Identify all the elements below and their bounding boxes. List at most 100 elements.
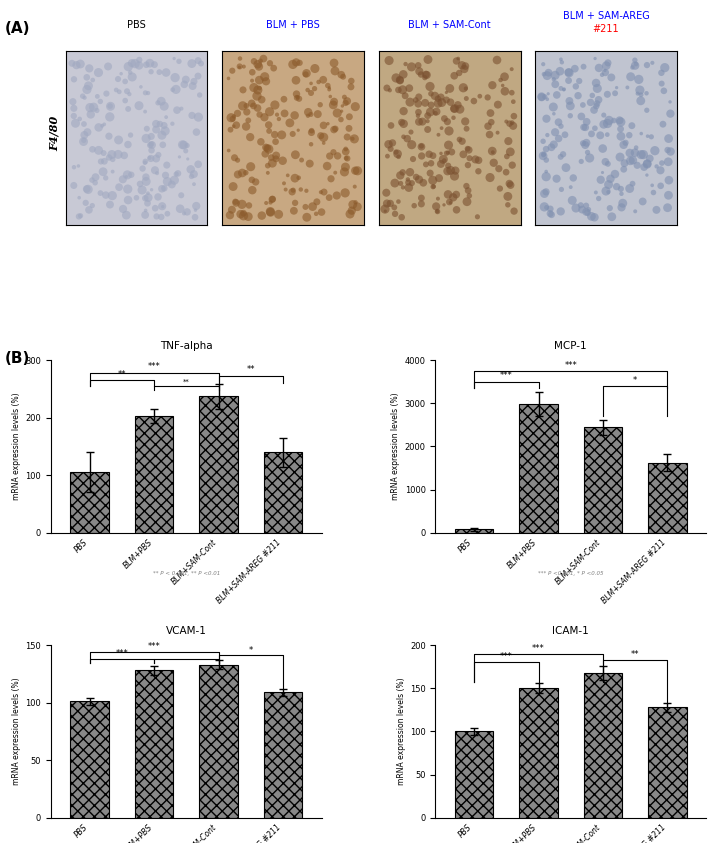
Point — [191, 199, 202, 212]
Point — [340, 160, 352, 174]
Point — [157, 138, 169, 152]
Text: *** P <0.001, * P <0.05: *** P <0.001, * P <0.05 — [538, 571, 604, 576]
Point — [545, 141, 557, 154]
Point — [349, 99, 361, 113]
Point — [259, 148, 271, 161]
Point — [555, 150, 566, 164]
Point — [227, 112, 239, 126]
Point — [579, 138, 591, 152]
Point — [246, 74, 258, 88]
Point — [629, 146, 641, 159]
Point — [145, 152, 157, 165]
Point — [301, 184, 312, 197]
Point — [630, 141, 642, 154]
Point — [140, 170, 151, 184]
Bar — [455, 732, 494, 818]
Point — [124, 66, 136, 79]
Point — [461, 180, 472, 193]
Point — [440, 94, 452, 107]
Point — [223, 144, 234, 158]
Point — [603, 178, 614, 191]
Point — [146, 138, 158, 152]
Point — [419, 96, 431, 110]
Point — [555, 205, 566, 218]
Point — [144, 56, 156, 70]
Point — [340, 142, 352, 156]
Point — [66, 56, 78, 70]
Point — [629, 53, 641, 67]
Point — [157, 200, 169, 213]
Point — [318, 137, 330, 150]
Point — [507, 95, 519, 109]
Point — [472, 164, 484, 178]
Point — [171, 104, 183, 117]
Point — [256, 93, 267, 106]
Point — [302, 105, 314, 119]
Point — [264, 56, 276, 70]
Point — [417, 176, 429, 190]
Point — [659, 61, 670, 74]
Point — [167, 117, 178, 131]
Point — [170, 83, 182, 96]
Point — [416, 140, 427, 153]
Point — [541, 201, 553, 214]
Text: BLM + PBS: BLM + PBS — [266, 19, 320, 30]
Text: ***: *** — [148, 362, 160, 371]
Point — [268, 62, 280, 75]
Point — [436, 121, 448, 135]
Point — [507, 158, 518, 172]
Bar — [199, 664, 238, 818]
Point — [340, 145, 352, 158]
Point — [228, 120, 240, 133]
Point — [429, 89, 440, 103]
Point — [440, 86, 452, 99]
Bar — [199, 396, 238, 533]
Point — [449, 102, 461, 115]
Point — [424, 105, 436, 119]
Bar — [71, 472, 109, 533]
Point — [125, 168, 137, 181]
Point — [507, 119, 519, 132]
Point — [541, 112, 553, 126]
Point — [416, 139, 427, 153]
Point — [181, 205, 193, 218]
Point — [236, 197, 248, 211]
Point — [381, 149, 393, 163]
Point — [194, 89, 205, 102]
Y-axis label: mRNA expression levels (%): mRNA expression levels (%) — [12, 678, 21, 785]
Point — [104, 198, 116, 212]
Point — [269, 128, 280, 142]
Point — [170, 168, 182, 181]
Point — [139, 208, 151, 222]
Point — [538, 67, 550, 81]
Point — [389, 201, 400, 214]
Point — [397, 130, 409, 143]
Point — [247, 184, 258, 197]
Point — [106, 189, 118, 202]
Point — [172, 167, 183, 180]
Point — [141, 175, 152, 188]
Point — [432, 192, 444, 206]
Point — [349, 132, 360, 146]
Point — [397, 105, 409, 118]
Point — [420, 158, 432, 171]
Point — [485, 106, 496, 120]
Point — [266, 193, 278, 207]
Point — [315, 185, 327, 199]
Point — [464, 152, 475, 165]
Point — [347, 132, 358, 146]
Point — [82, 183, 94, 196]
Point — [499, 84, 511, 98]
Point — [637, 195, 649, 208]
Point — [328, 98, 339, 111]
Point — [84, 101, 96, 115]
Title: MCP-1: MCP-1 — [555, 341, 587, 351]
Point — [226, 203, 238, 217]
Point — [581, 136, 593, 149]
Point — [122, 168, 133, 181]
Point — [400, 89, 411, 103]
Point — [646, 130, 657, 143]
Point — [136, 183, 148, 196]
Point — [403, 175, 414, 189]
Point — [68, 101, 79, 115]
